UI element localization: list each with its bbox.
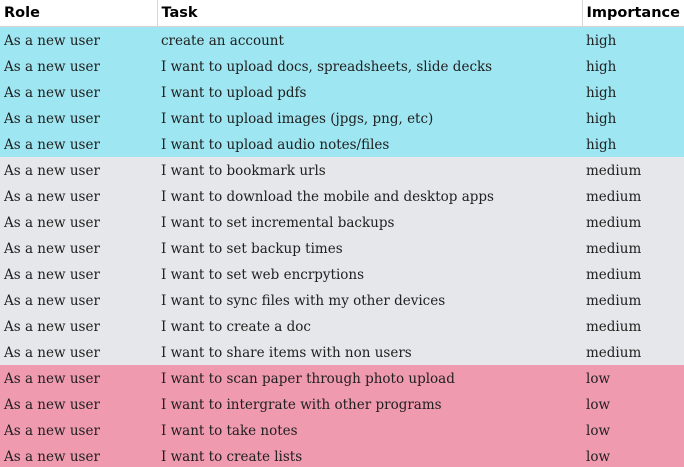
table-row: As a new user I want to set backup times m…	[0, 234, 684, 261]
role-cell[interactable]: As a new user	[0, 104, 157, 131]
task-cell[interactable]: I want to upload audio notes/files	[157, 130, 582, 157]
task-cell[interactable]: I want to create a doc	[157, 312, 582, 339]
importance-cell[interactable]: high	[582, 104, 684, 131]
table-row: As a new user I want to upload images (jp…	[0, 104, 684, 131]
header-row: Role Task Importance	[0, 0, 684, 27]
task-cell[interactable]: I want to download the mobile and deskto…	[157, 182, 582, 209]
task-cell[interactable]: I want to take notes	[157, 416, 582, 443]
importance-cell[interactable]: high	[582, 78, 684, 105]
task-cell[interactable]: I want to bookmark urls	[157, 156, 582, 183]
importance-cell[interactable]: medium	[582, 156, 684, 183]
role-cell[interactable]: As a new user	[0, 364, 157, 391]
role-cell[interactable]: As a new user	[0, 286, 157, 313]
table-row: As a new user I want to upload docs, spre…	[0, 52, 684, 79]
task-cell[interactable]: create an account	[157, 26, 582, 53]
table-row: As a new user I want to create a doc mediu…	[0, 312, 684, 339]
importance-cell[interactable]: high	[582, 130, 684, 157]
importance-cell[interactable]: medium	[582, 312, 684, 339]
role-cell[interactable]: As a new user	[0, 78, 157, 105]
task-cell[interactable]: I want to set incremental backups	[157, 208, 582, 235]
role-cell[interactable]: As a new user	[0, 312, 157, 339]
table-row: As a new user create an account high	[0, 26, 684, 53]
table-row: As a new user I want to share items with …	[0, 338, 684, 365]
importance-cell[interactable]: low	[582, 390, 684, 417]
table-row: As a new user I want to bookmark urls medi…	[0, 156, 684, 183]
importance-cell[interactable]: high	[582, 52, 684, 79]
role-cell[interactable]: As a new user	[0, 26, 157, 53]
importance-cell[interactable]: medium	[582, 182, 684, 209]
role-cell[interactable]: As a new user	[0, 442, 157, 467]
role-cell[interactable]: As a new user	[0, 390, 157, 417]
role-cell[interactable]: As a new user	[0, 234, 157, 261]
task-cell[interactable]: I want to upload images (jpgs, png, etc)	[157, 104, 582, 131]
task-cell[interactable]: I want to sync files with my other devic…	[157, 286, 582, 313]
role-cell[interactable]: As a new user	[0, 338, 157, 365]
importance-cell[interactable]: low	[582, 364, 684, 391]
table-row: As a new user I want to intergrate with o…	[0, 390, 684, 417]
header-task[interactable]: Task	[157, 0, 583, 27]
table-row: As a new user I want to take notes low	[0, 416, 684, 443]
role-cell[interactable]: As a new user	[0, 260, 157, 287]
task-cell[interactable]: I want to intergrate with other programs	[157, 390, 582, 417]
table-row: As a new user I want to set incremental b…	[0, 208, 684, 235]
table-row: As a new user I want to create lists low	[0, 442, 684, 467]
task-cell[interactable]: I want to share items with non users	[157, 338, 582, 365]
importance-cell[interactable]: medium	[582, 286, 684, 313]
table-row: As a new user I want to upload audio note…	[0, 130, 684, 157]
importance-cell[interactable]: low	[582, 416, 684, 443]
role-cell[interactable]: As a new user	[0, 156, 157, 183]
role-cell[interactable]: As a new user	[0, 52, 157, 79]
task-cell[interactable]: I want to create lists	[157, 442, 582, 467]
table-row: As a new user I want to download the mobi…	[0, 182, 684, 209]
role-cell[interactable]: As a new user	[0, 182, 157, 209]
header-role[interactable]: Role	[0, 0, 158, 27]
importance-cell[interactable]: low	[582, 442, 684, 467]
task-cell[interactable]: I want to upload docs, spreadsheets, sli…	[157, 52, 582, 79]
task-cell[interactable]: I want to upload pdfs	[157, 78, 582, 105]
importance-cell[interactable]: medium	[582, 338, 684, 365]
table-row: As a new user I want to sync files with m…	[0, 286, 684, 313]
importance-cell[interactable]: medium	[582, 234, 684, 261]
table-body: As a new user create an account high As a n…	[0, 26, 684, 467]
role-cell[interactable]: As a new user	[0, 208, 157, 235]
table-row: As a new user I want to scan paper throug…	[0, 364, 684, 391]
role-cell[interactable]: As a new user	[0, 416, 157, 443]
role-cell[interactable]: As a new user	[0, 130, 157, 157]
task-cell[interactable]: I want to set web encrpytions	[157, 260, 582, 287]
task-cell[interactable]: I want to set backup times	[157, 234, 582, 261]
importance-cell[interactable]: medium	[582, 208, 684, 235]
table-row: As a new user I want to set web encrpytio…	[0, 260, 684, 287]
header-importance[interactable]: Importance	[582, 0, 684, 27]
importance-cell[interactable]: high	[582, 26, 684, 53]
table-row: As a new user I want to upload pdfs high	[0, 78, 684, 105]
task-cell[interactable]: I want to scan paper through photo uploa…	[157, 364, 582, 391]
importance-cell[interactable]: medium	[582, 260, 684, 287]
